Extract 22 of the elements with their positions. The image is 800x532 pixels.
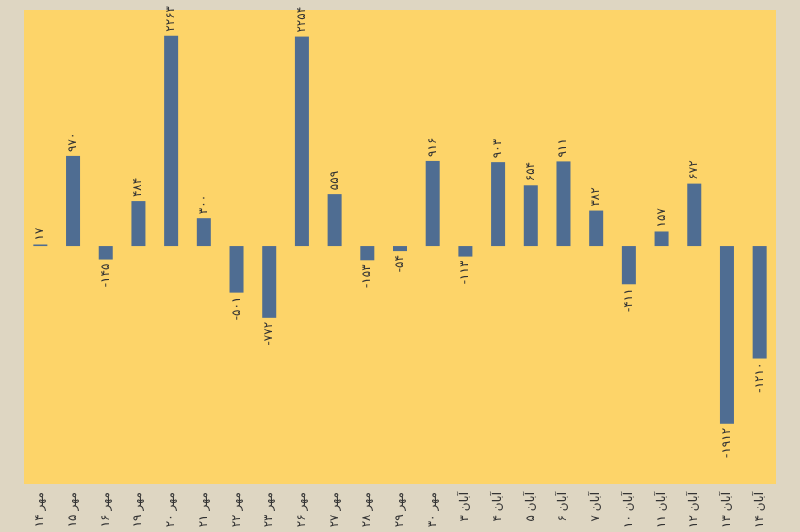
bar bbox=[164, 35, 179, 247]
bar bbox=[589, 210, 604, 247]
bar bbox=[556, 161, 571, 247]
bar bbox=[360, 246, 375, 261]
bar bbox=[719, 246, 734, 424]
bar bbox=[491, 162, 506, 247]
bar bbox=[294, 36, 309, 247]
bar bbox=[262, 246, 277, 318]
bar bbox=[523, 185, 538, 247]
bar bbox=[327, 194, 342, 247]
bar bbox=[98, 246, 113, 260]
bar bbox=[196, 218, 211, 247]
bar bbox=[621, 246, 636, 285]
bar bbox=[66, 155, 81, 247]
bar bbox=[393, 246, 407, 252]
bar bbox=[458, 246, 473, 257]
bar bbox=[654, 231, 669, 247]
bar bbox=[687, 183, 702, 247]
bar bbox=[229, 246, 244, 293]
bar bbox=[425, 160, 440, 247]
bar bbox=[131, 201, 146, 247]
bar bbox=[752, 246, 767, 359]
